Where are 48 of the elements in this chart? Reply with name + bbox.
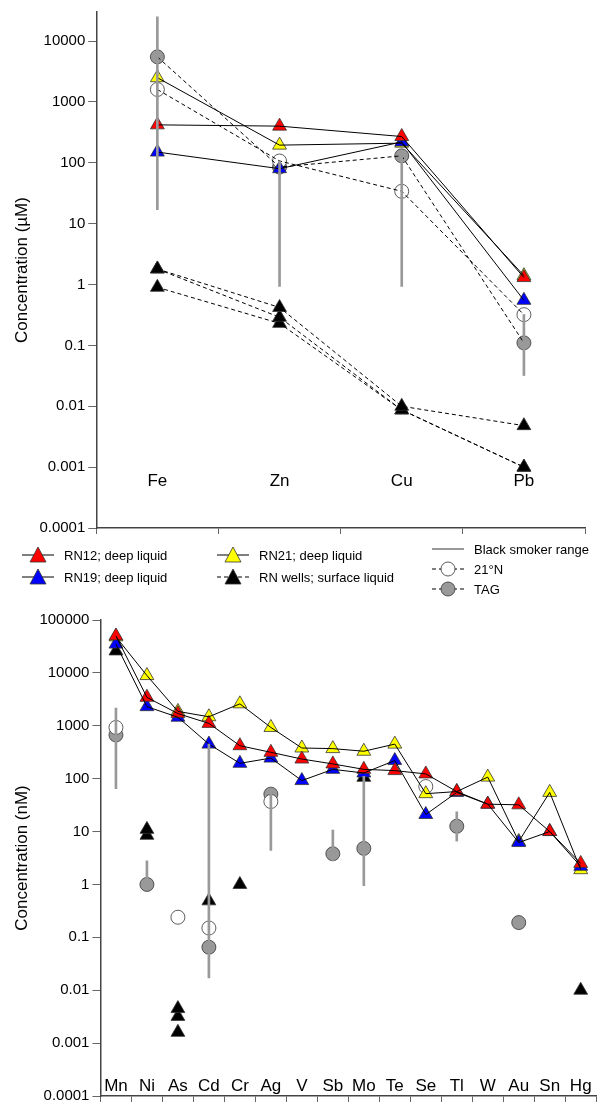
legend-label: TAG: [474, 581, 500, 597]
y-tick-label: 0.01: [60, 980, 90, 998]
y-tick-label: 0.0001: [43, 1086, 90, 1104]
x-tick-label: Ag: [260, 1075, 282, 1095]
x-tick-label: Zn: [269, 470, 290, 490]
y-tick-label: 1000: [56, 715, 90, 733]
y-axis-title: Concentration (µM): [11, 197, 31, 343]
x-tick-label: V: [296, 1075, 309, 1095]
x-tick-label: W: [479, 1075, 496, 1095]
x-tick-label: Hg: [569, 1075, 592, 1095]
legend-label: 21°N: [474, 561, 504, 577]
x-tick-label: Mn: [104, 1075, 128, 1095]
legend-label: Black smoker range: [474, 541, 589, 557]
y-axis-title: Concentration (nM): [11, 785, 31, 931]
x-tick-label: Tl: [449, 1075, 464, 1095]
x-tick-label: Cr: [230, 1075, 250, 1095]
x-tick-label: Se: [415, 1075, 437, 1095]
x-tick-label: Au: [508, 1075, 530, 1095]
y-tick-label: 0.001: [51, 1033, 90, 1051]
x-tick-label: Sn: [539, 1075, 561, 1095]
x-tick-label: Cd: [198, 1075, 220, 1095]
y-tick-label: 100000: [39, 610, 90, 628]
y-tick-label: 10000: [43, 31, 86, 49]
x-tick-label: Mo: [352, 1075, 376, 1095]
legend-label: RN12; deep liquid: [64, 547, 168, 563]
legend-label: RN19; deep liquid: [64, 569, 168, 585]
x-tick-label: Sb: [322, 1075, 344, 1095]
x-tick-label: Te: [385, 1075, 404, 1095]
y-tick-label: 10: [68, 213, 86, 231]
x-tick-label: Pb: [513, 470, 535, 490]
y-tick-label: 0.001: [47, 457, 86, 475]
y-tick-label: 0.1: [68, 927, 90, 945]
y-tick-label: 10: [72, 821, 90, 839]
y-tick-label: 10000: [47, 663, 90, 681]
y-tick-label: 1: [81, 874, 90, 892]
y-tick-label: 0.01: [56, 396, 86, 414]
x-tick-label: Fe: [147, 470, 168, 490]
y-tick-label: 0.0001: [39, 518, 86, 536]
y-tick-label: 1: [76, 274, 86, 292]
x-tick-label: Ni: [138, 1075, 155, 1095]
y-tick-label: 100: [64, 768, 90, 786]
y-tick-label: 100: [60, 152, 86, 170]
y-tick-label: 0.1: [64, 335, 86, 353]
legend-label: RN21; deep liquid: [259, 547, 363, 563]
y-tick-label: 1000: [51, 92, 86, 110]
x-tick-label: As: [167, 1075, 188, 1095]
legend-label: RN wells; surface liquid: [259, 569, 395, 585]
x-tick-label: Cu: [390, 470, 413, 490]
